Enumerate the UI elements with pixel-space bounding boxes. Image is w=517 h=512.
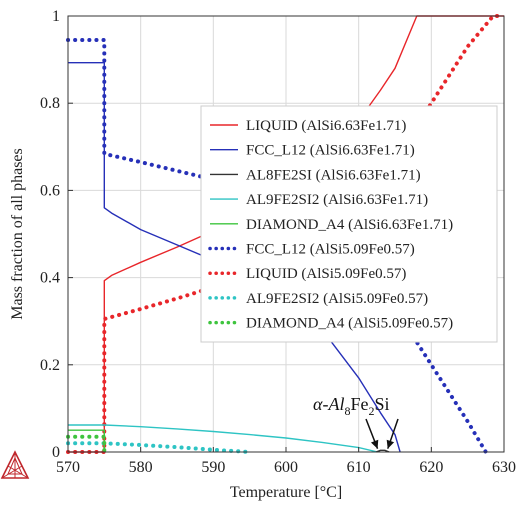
annotation-arrowhead: [370, 439, 379, 449]
annotation-sub1: 8: [344, 404, 350, 418]
legend-label: FCC_L12 (AlSi6.63Fe1.71): [246, 143, 415, 159]
x-tick-label: 590: [201, 459, 225, 476]
x-tick-label: 580: [129, 459, 153, 476]
x-tick-label: 600: [274, 459, 298, 476]
series-line: [68, 429, 105, 452]
legend: LIQUID (AlSi6.63Fe1.71) FCC_L12 (AlSi6.63…: [200, 105, 498, 343]
thermo-calc-logo-icon: [0, 450, 30, 479]
annotation-sub2: 2: [368, 404, 374, 418]
x-tick-label: 630: [492, 459, 516, 476]
y-tick-label: 0: [52, 444, 60, 461]
annotation-prefix: α-Al: [313, 394, 344, 414]
y-tick-label: 0.8: [40, 95, 60, 112]
legend-label: AL9FE2SI2 (AlSi6.63Fe1.71): [246, 192, 428, 208]
annotation-arrowhead: [386, 439, 395, 449]
annotation-mid: Fe: [350, 394, 368, 414]
annotation-label: α-Al8Fe2Si: [313, 394, 389, 418]
x-tick-label: 620: [419, 459, 443, 476]
legend-label: LIQUID (AlSi5.09Fe0.57): [246, 266, 406, 282]
legend-label: AL9FE2SI2 (AlSi5.09Fe0.57): [246, 291, 428, 307]
legend-label: AL8FE2SI (AlSi6.63Fe1.71): [246, 167, 421, 183]
series-line: [66, 441, 252, 454]
legend-label: LIQUID (AlSi6.63Fe1.71): [246, 118, 406, 134]
x-axis-label: Temperature [°C]: [230, 484, 342, 501]
x-tick-label: 610: [347, 459, 371, 476]
y-tick-label: 0.6: [40, 182, 60, 199]
y-tick-label: 0.4: [40, 270, 60, 287]
legend-label: DIAMOND_A4 (AlSi5.09Fe0.57): [246, 316, 453, 332]
annotation: α-Al8Fe2Si: [313, 394, 399, 449]
legend-label: FCC_L12 (AlSi5.09Fe0.57): [246, 242, 415, 258]
y-tick-label: 1: [52, 8, 60, 25]
ticks: 570 580 590 600 610 620 630 0 0.2 0.4 0.6 0.8 1: [40, 8, 516, 476]
legend-label: DIAMOND_A4 (AlSi6.63Fe1.71): [246, 217, 453, 233]
y-tick-label: 0.2: [40, 357, 60, 374]
series-line: [375, 449, 390, 453]
x-tick-label: 570: [56, 459, 80, 476]
y-axis-label: Mass fraction of all phases: [9, 148, 26, 320]
annotation-suffix: Si: [374, 394, 389, 414]
series-line: [68, 424, 378, 453]
legend-box: [200, 105, 498, 343]
